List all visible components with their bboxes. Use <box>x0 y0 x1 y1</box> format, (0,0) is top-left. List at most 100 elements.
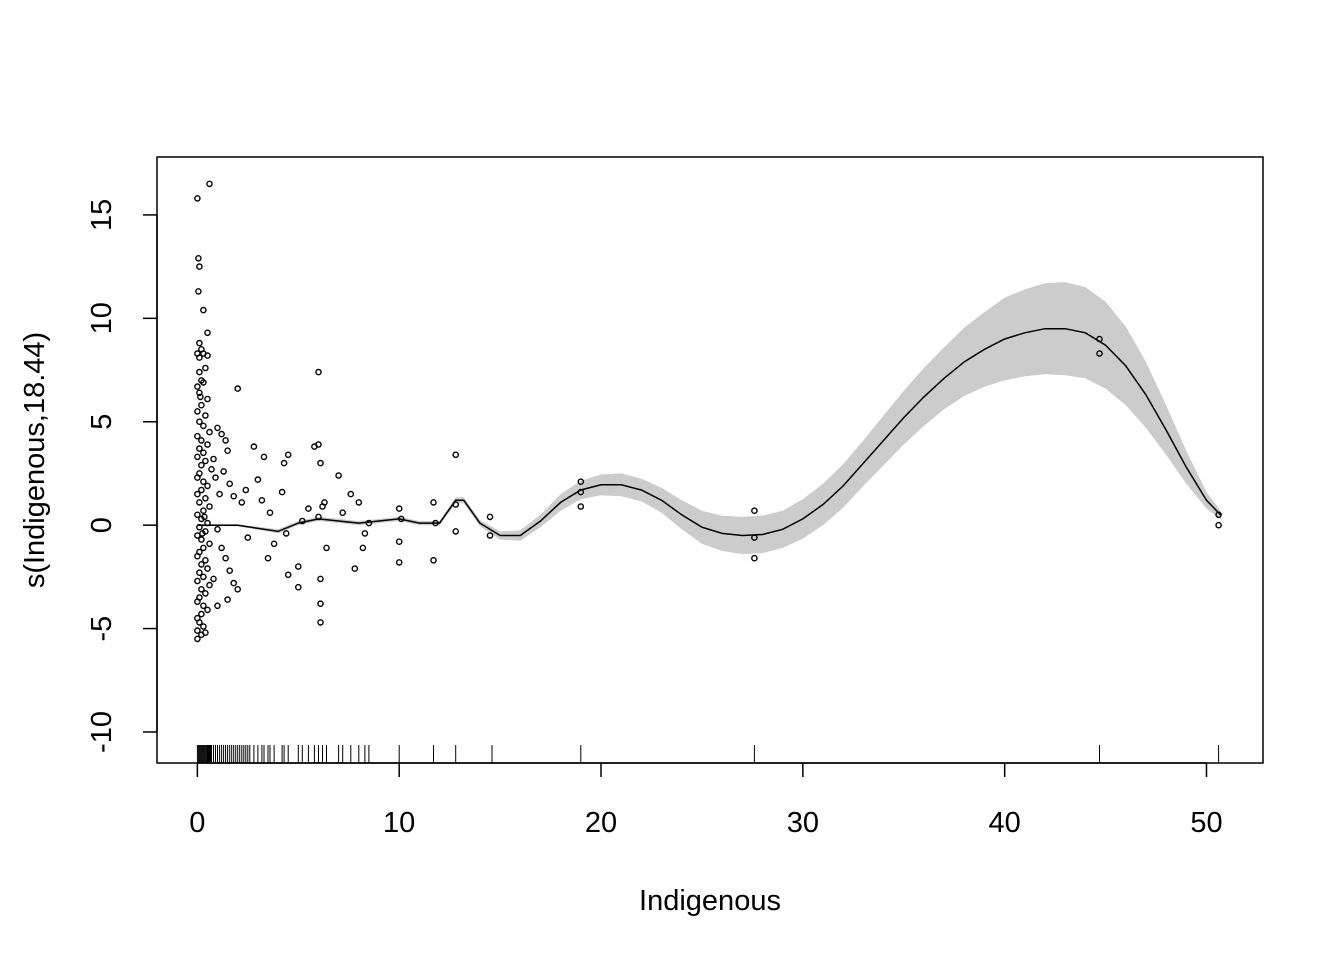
data-point <box>230 492 237 500</box>
data-point <box>202 629 209 637</box>
data-point <box>194 432 201 440</box>
data-point <box>317 575 324 583</box>
data-point <box>206 180 213 188</box>
data-point <box>208 465 215 473</box>
data-point <box>359 544 367 552</box>
data-point <box>195 254 202 262</box>
data-point <box>204 352 211 359</box>
y-tick-label: 0 <box>86 517 118 533</box>
data-point <box>196 368 203 376</box>
data-point <box>254 476 262 483</box>
data-point <box>238 499 246 506</box>
data-point <box>351 565 359 572</box>
data-point <box>432 519 439 527</box>
y-tick-label: 15 <box>86 199 118 231</box>
data-point <box>222 437 229 444</box>
data-point <box>234 385 241 392</box>
data-point <box>212 474 219 481</box>
x-tick-label: 40 <box>989 807 1021 839</box>
data-point <box>224 596 231 603</box>
confidence-band-layer <box>197 282 1221 555</box>
data-point <box>214 602 221 610</box>
data-point <box>196 569 203 577</box>
data-point <box>266 509 274 517</box>
data-point <box>206 581 213 589</box>
data-point <box>751 554 758 562</box>
data-point <box>284 451 292 459</box>
data-point <box>365 519 373 527</box>
partial-residual-points-layer <box>194 180 1222 643</box>
data-point <box>218 430 225 438</box>
data-point <box>244 534 252 541</box>
data-point <box>430 557 437 564</box>
data-point <box>452 451 460 459</box>
data-point <box>315 441 322 448</box>
data-point <box>201 513 208 521</box>
data-point <box>196 445 203 452</box>
rug-layer <box>196 745 1220 763</box>
data-point <box>194 627 201 634</box>
data-point <box>194 511 201 519</box>
data-point <box>210 455 217 463</box>
data-point <box>202 457 209 465</box>
data-point <box>315 513 322 521</box>
x-tick-label: 20 <box>585 807 617 839</box>
data-point <box>220 468 227 475</box>
data-point <box>196 619 203 626</box>
data-point <box>355 499 363 506</box>
x-axis: 0 10 20 30 40 50 <box>189 762 1223 839</box>
data-point <box>198 486 205 494</box>
data-point <box>196 499 203 506</box>
data-point <box>200 544 207 552</box>
data-point <box>196 418 203 426</box>
data-point <box>194 474 201 481</box>
data-point <box>317 600 324 608</box>
data-point <box>1096 335 1103 343</box>
data-point <box>430 499 437 506</box>
data-point <box>284 571 292 579</box>
data-point <box>204 441 211 448</box>
data-point <box>1215 511 1222 519</box>
data-point <box>198 461 205 469</box>
data-point <box>242 486 250 494</box>
plot-frame <box>156 156 1264 764</box>
x-tick-label: 0 <box>189 807 205 839</box>
y-tick-label: -5 <box>86 616 118 642</box>
data-point <box>486 513 494 521</box>
data-point <box>395 505 403 512</box>
data-point <box>200 623 207 630</box>
data-point <box>204 565 211 572</box>
data-point <box>198 561 205 568</box>
data-point <box>204 395 211 403</box>
data-point <box>206 540 213 548</box>
data-point <box>577 503 585 510</box>
data-point <box>751 507 758 515</box>
data-point <box>195 288 202 295</box>
x-axis-title: Indigenous <box>639 885 781 917</box>
data-point <box>294 563 302 570</box>
data-point <box>214 424 221 432</box>
data-point <box>315 368 322 376</box>
data-point <box>294 583 302 591</box>
data-point <box>200 573 207 581</box>
y-tick-label: -10 <box>86 711 118 753</box>
data-point <box>347 490 355 498</box>
data-point <box>395 559 403 566</box>
data-point <box>1215 521 1222 529</box>
data-point <box>198 437 205 444</box>
data-point <box>204 329 211 337</box>
data-point <box>202 364 209 372</box>
data-point <box>194 635 201 643</box>
data-point <box>577 488 585 496</box>
x-tick-label: 30 <box>787 807 819 839</box>
data-point <box>218 544 225 552</box>
data-point <box>298 517 306 525</box>
data-point <box>234 586 241 593</box>
data-point <box>260 453 268 461</box>
data-point <box>317 619 324 626</box>
data-point <box>197 393 204 401</box>
x-tick-label: 50 <box>1190 807 1222 839</box>
y-tick-label: 5 <box>86 414 118 430</box>
data-point <box>751 534 758 541</box>
